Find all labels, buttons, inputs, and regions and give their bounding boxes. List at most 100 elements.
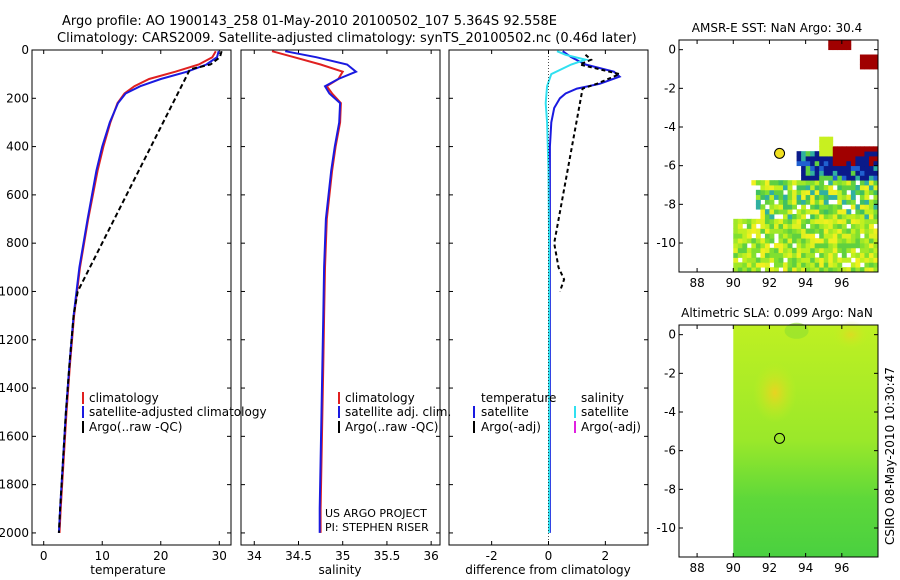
temperature-panel: 0 10 20 30 0 200 400 600 800 1000 1200 1400 1600 1800… [0,43,267,577]
sst-cell [828,243,834,249]
sst-cell [868,204,874,210]
sst-cell [819,257,825,263]
sst-cell [846,209,852,215]
sst-cell [760,218,766,225]
sla-xtick-label: 92 [762,561,777,575]
sst-cell [751,252,757,258]
sst-cell [819,267,825,273]
sst-cell [764,267,770,273]
sst-cell [828,151,834,157]
sst-cell [746,267,752,273]
sst-cell [801,160,807,167]
sst-cell [810,175,816,181]
sst-cell [850,262,856,268]
sst-cell [769,218,775,225]
sst-cell [760,252,766,258]
sst-cell [868,146,874,152]
sst-cell [742,252,748,258]
sst-ytick-label: -2 [664,81,676,95]
sst-cell [773,194,779,200]
title-line-1: Argo profile: AO 1900143_258 01-May-2010… [62,14,557,29]
sst-cell [787,194,793,200]
sst-cell [764,209,770,215]
sst-cell [737,233,743,239]
sst-cell [837,189,843,196]
difference-xtick-label: 2 [602,549,610,563]
sst-cell [850,238,856,244]
sst-cell [755,204,761,210]
sst-cell [787,180,793,186]
sst-ytick-label: -4 [664,120,676,134]
sst-cell [850,218,856,225]
sst-cell [796,189,802,196]
sst-cell [796,223,802,229]
sst-cell [864,175,870,181]
sst-cell [760,257,766,263]
sst-cell [805,170,811,176]
sst-cell [841,223,847,229]
sst-cell [846,247,852,254]
sst-cell [746,223,752,229]
sst-cell [783,204,788,210]
sst-cell [832,204,838,210]
sst-cell [814,185,820,191]
sst-cell [742,243,748,249]
sst-cell [787,218,793,225]
sst-cell [850,185,856,191]
sla-low-anomaly [784,322,809,339]
sst-cell [823,170,829,176]
sst-cell [746,252,752,258]
sst-cell [868,252,874,258]
sst-cell [837,40,843,46]
sst-cell [760,247,766,254]
temperature-legend: climatology satellite-adjusted climatolo… [82,391,267,434]
sst-cell [864,233,870,239]
sst-cell [801,199,807,205]
sst-cell [755,267,761,273]
sla-ticks: 88 90 92 94 96 0 -2 -4 -6 -8 -10 [656,325,878,575]
sst-cell [846,218,852,225]
sst-cell [823,223,829,229]
sst-cell [751,243,757,249]
sst-cell [810,233,816,239]
sst-cell [828,141,834,147]
sst-cell [742,228,748,234]
sst-cell [832,170,838,176]
sst-cell [850,233,856,239]
sst-cell [787,267,793,273]
sst-cell [783,247,788,254]
sst-cell [850,223,856,229]
sst-cell [859,247,865,254]
sst-cell [864,180,870,186]
sst-cell [859,146,865,152]
sst-cell [823,233,829,239]
sst-cell [823,175,829,181]
sst-cell [742,218,748,225]
sst-cell [796,214,802,220]
sst-cell [846,44,852,51]
sst-cell [792,180,797,186]
sst-cell [805,247,811,254]
sst-cell [841,247,847,254]
sst-cell [823,209,829,215]
sst-cell [733,233,739,239]
sst-cell [855,252,861,258]
sst-cell [864,151,870,157]
sst-cell [850,151,856,157]
temperature-axes-frame [31,49,232,546]
legend-title-salinity: salinity [581,391,624,405]
sst-cell [805,262,811,268]
sst-cell [746,238,752,244]
sst-cell [787,223,793,229]
sst-title: AMSR-E SST: NaN Argo: 30.4 [692,21,862,35]
difference-lines [544,50,623,545]
sst-cell [828,194,834,200]
sst-cell [859,185,865,191]
sst-cell [792,223,797,229]
sst-cell [792,228,797,234]
sst-cell [801,218,807,225]
sst-cell [864,262,870,268]
sst-cell [751,218,757,225]
sst-cell [828,267,834,273]
